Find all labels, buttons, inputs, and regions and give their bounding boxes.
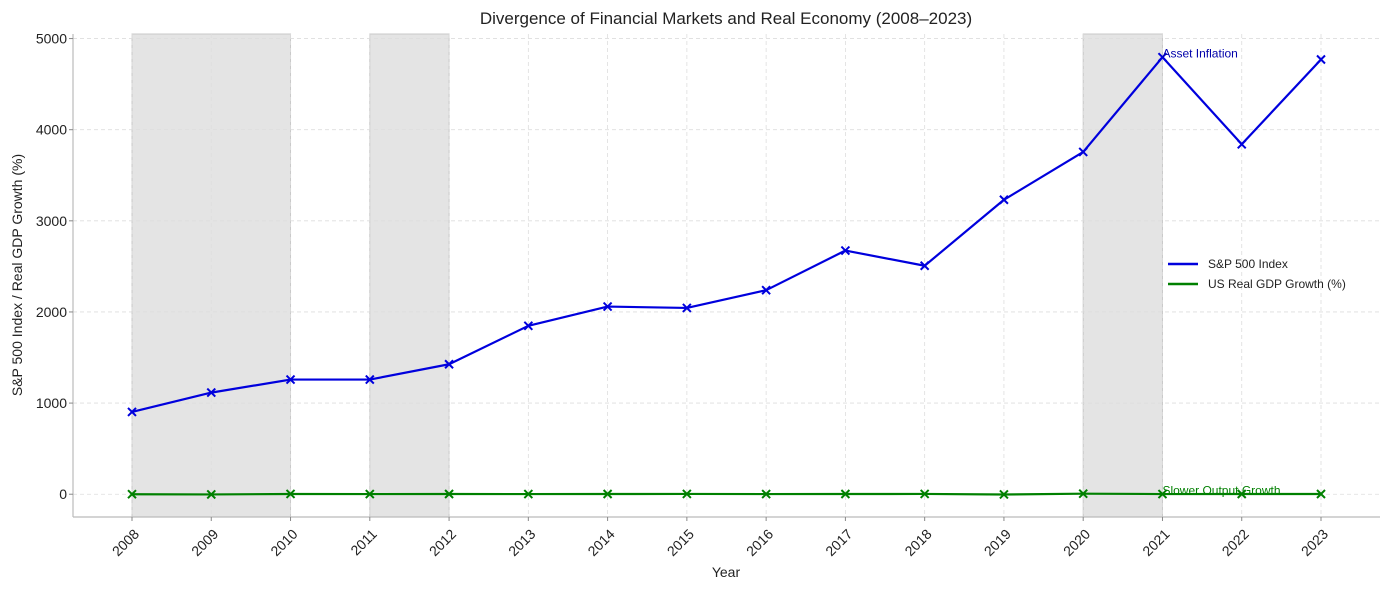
x-tick-label: 2015 <box>664 526 697 559</box>
x-axis-label: Year <box>712 564 741 580</box>
data-point-marker <box>1237 139 1247 149</box>
data-point-marker <box>444 359 454 369</box>
x-tick-label: 2020 <box>1060 526 1093 559</box>
data-point-marker <box>523 489 534 499</box>
data-point-marker <box>602 489 613 499</box>
data-point-marker <box>840 489 851 499</box>
data-point-marker <box>523 321 534 331</box>
data-point-marker <box>1078 147 1088 157</box>
x-tick-label: 2011 <box>347 526 380 559</box>
data-point-marker <box>999 195 1009 205</box>
data-point-marker <box>1316 54 1326 65</box>
data-point-marker <box>602 301 613 312</box>
chart-title: Divergence of Financial Markets and Real… <box>480 9 972 28</box>
y-tick-label: 1000 <box>36 395 67 411</box>
data-point-marker <box>761 489 771 499</box>
data-point-marker <box>919 489 930 499</box>
data-point-marker <box>127 489 137 499</box>
data-point-marker <box>1157 52 1168 62</box>
x-tick-label: 2008 <box>109 526 142 559</box>
x-tick-label: 2010 <box>267 526 300 559</box>
data-point-marker <box>365 489 375 499</box>
x-tick-label: 2014 <box>584 526 617 559</box>
data-point-marker <box>682 303 692 313</box>
x-tick-label: 2019 <box>981 526 1014 559</box>
series-1 <box>127 488 1326 500</box>
shaded-period-2 <box>1082 33 1163 518</box>
legend-label: US Real GDP Growth (%) <box>1208 277 1346 291</box>
gridlines <box>73 34 1380 517</box>
data-point-marker <box>1078 488 1088 499</box>
y-tick-label: 2000 <box>36 304 67 320</box>
data-point-marker <box>1316 489 1326 499</box>
data-point-marker <box>919 261 930 271</box>
annotations: Asset Inflation Slower Output Growth <box>1162 47 1280 498</box>
annotation-0: Asset Inflation <box>1162 47 1237 61</box>
data-point-marker <box>761 285 771 295</box>
x-tick-label: 2016 <box>743 526 776 559</box>
recession-shading <box>131 33 1163 518</box>
data-point-marker <box>1157 489 1168 499</box>
y-tick-label: 5000 <box>36 31 67 47</box>
x-ticks: 2008 2009 2010 2011 2012 2013 2014 2015 2016 2017… <box>109 517 1331 559</box>
y-ticks: 0 1000 2000 3000 4000 5000 <box>36 31 73 502</box>
data-point-marker <box>682 489 692 499</box>
legend: S&P 500 Index US Real GDP Growth (%) <box>1168 257 1346 291</box>
shaded-period-1 <box>369 33 450 518</box>
legend-label: S&P 500 Index <box>1208 257 1288 271</box>
data-point-marker <box>206 489 216 500</box>
x-tick-label: 2013 <box>505 526 538 559</box>
data-point-marker <box>206 387 216 398</box>
y-tick-label: 0 <box>59 486 67 502</box>
annotation-1: Slower Output Growth <box>1162 484 1280 498</box>
y-tick-label: 3000 <box>36 213 67 229</box>
data-point-marker <box>840 245 851 256</box>
x-tick-label: 2012 <box>426 526 459 559</box>
series-line <box>131 492 1321 496</box>
series-0 <box>127 52 1326 417</box>
y-tick-label: 4000 <box>36 122 67 138</box>
x-tick-label: 2022 <box>1219 526 1252 559</box>
x-tick-label: 2017 <box>822 526 855 559</box>
data-point-marker <box>285 489 296 499</box>
x-tick-label: 2021 <box>1139 526 1172 559</box>
data-point-marker <box>365 374 375 385</box>
data-point-marker <box>1237 489 1247 499</box>
x-tick-label: 2023 <box>1298 526 1331 559</box>
data-point-marker <box>127 407 137 417</box>
data-point-marker <box>285 374 296 385</box>
y-axis-label: S&P 500 Index / Real GDP Growth (%) <box>9 154 25 396</box>
x-tick-label: 2009 <box>188 526 221 559</box>
series-line <box>131 56 1322 413</box>
x-tick-label: 2018 <box>901 526 934 559</box>
series-group <box>127 52 1326 500</box>
data-point-marker <box>999 489 1009 500</box>
data-point-marker <box>444 489 454 499</box>
